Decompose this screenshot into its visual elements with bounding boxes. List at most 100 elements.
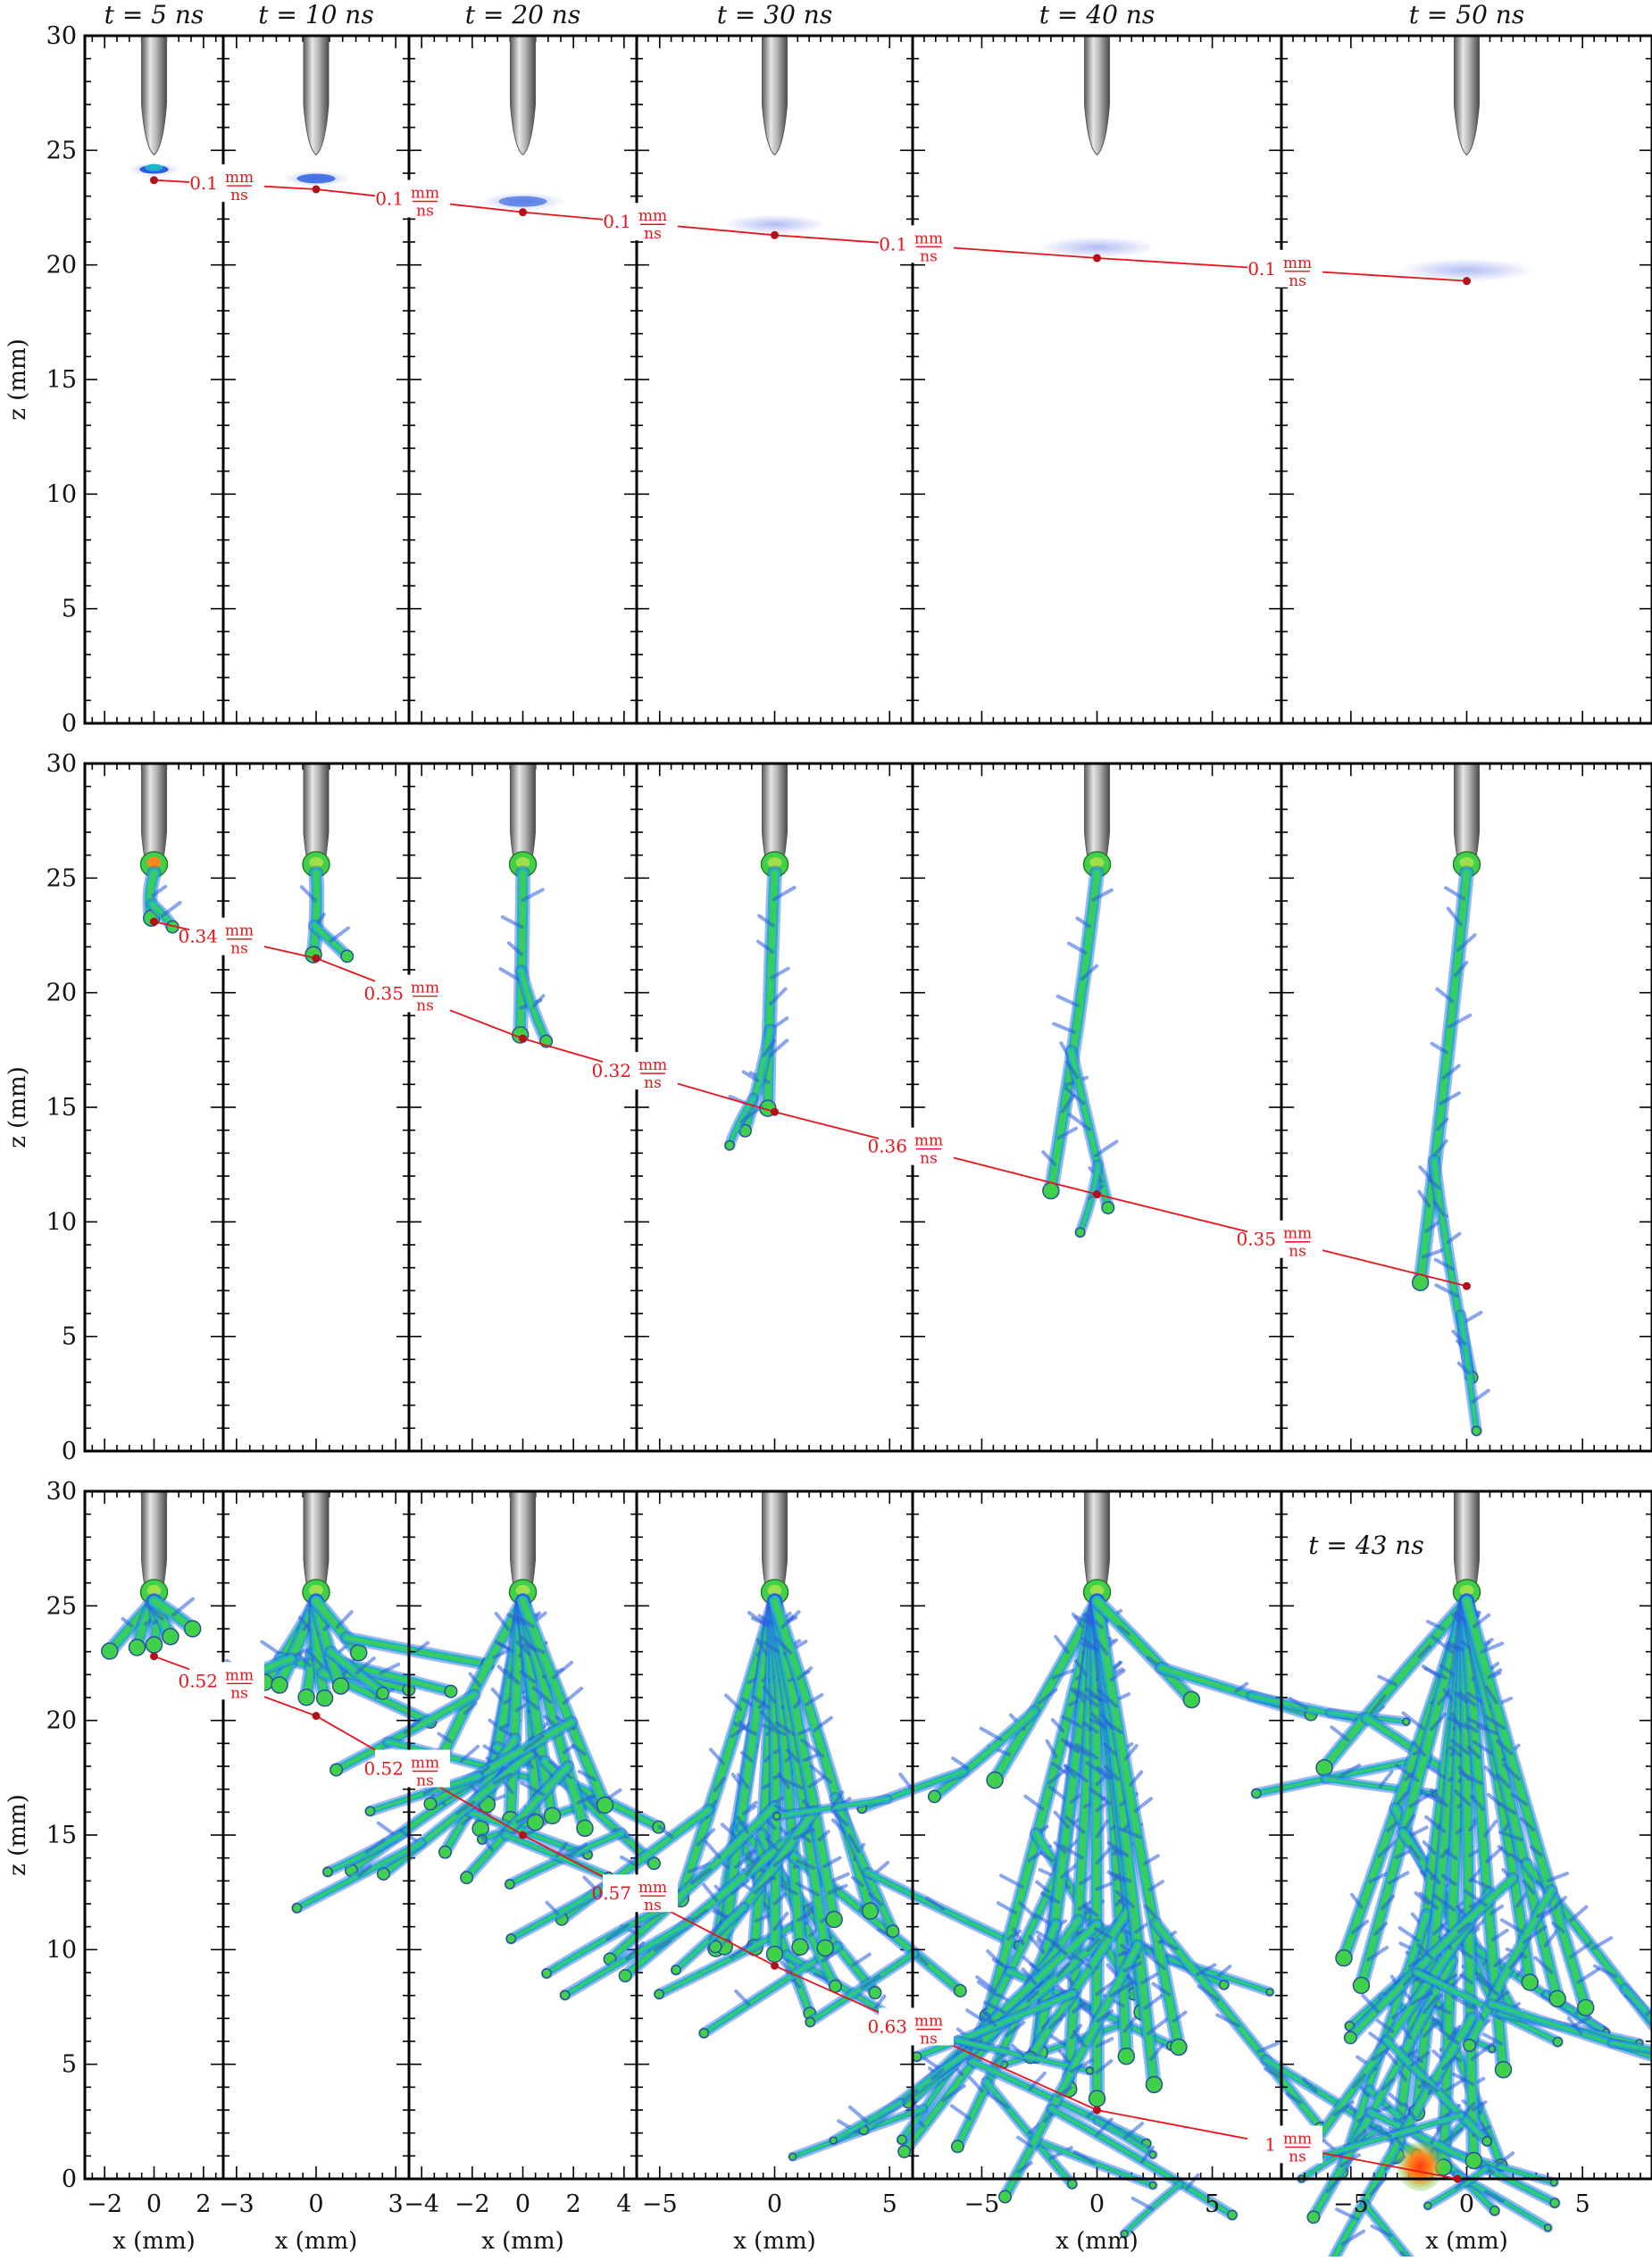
streamer-feather	[298, 1615, 315, 1635]
streamer-feather	[492, 1772, 513, 1785]
tip-glow	[1089, 856, 1105, 868]
streamer-feather	[1021, 1967, 1037, 1985]
discharge-cloud	[722, 214, 827, 235]
streamer-feather	[1377, 1839, 1398, 1858]
streamer-feather	[1482, 2032, 1504, 2046]
streamer-feather	[851, 1952, 872, 1967]
streamer-feather	[551, 1660, 574, 1680]
streamer-feather	[762, 1685, 777, 1704]
streamer-feather	[1301, 2077, 1318, 2093]
panel	[635, 762, 914, 1453]
streamer-feather	[519, 1781, 545, 1797]
y-tick-label: 30	[46, 22, 77, 50]
streamer-feather	[1069, 2058, 1094, 2073]
streamer-feather	[847, 2105, 869, 2123]
branch-tip	[986, 1771, 1004, 1790]
streamer-feather	[772, 1852, 791, 1868]
velocity-unit-den: ns	[920, 1150, 938, 1168]
panel: −5 0 5 x (mm)	[1250, 1489, 1652, 2261]
streamer-feather	[619, 1855, 638, 1866]
streamer-feather	[991, 1957, 1013, 1972]
streamer-feather	[983, 2010, 997, 2027]
streamer-feather	[1340, 2229, 1365, 2247]
branch-tip	[816, 1939, 834, 1957]
electrode-needle	[1084, 35, 1110, 156]
streamer-feather	[1085, 1760, 1111, 1781]
streamer-feather	[1442, 2127, 1464, 2144]
streamer-feather	[1480, 2122, 1493, 2141]
panel-title: t = 10 ns	[258, 0, 373, 29]
streamer-branch	[1028, 1905, 1133, 2060]
streamer-feather	[1110, 1872, 1132, 1883]
streamer-feather	[773, 1636, 793, 1655]
velocity-unit-num: mm	[914, 1132, 943, 1150]
streamer-branch	[932, 1709, 1037, 1799]
front-marker	[1093, 254, 1101, 263]
velocity-unit-den: ns	[416, 997, 434, 1015]
streamer-feather	[654, 1939, 672, 1953]
streamer-feather	[1048, 2013, 1066, 2030]
x-tick-label: 5	[1575, 2190, 1590, 2218]
velocity-unit-num: mm	[411, 184, 439, 202]
streamer-feather	[1496, 1739, 1514, 1756]
streamer-feather	[965, 2008, 987, 2023]
streamer-feather	[503, 1668, 521, 1685]
panel	[83, 762, 225, 1453]
streamer-feather	[1483, 1765, 1498, 1781]
x-axis-label: x (mm)	[113, 2228, 196, 2255]
streamer-feather	[1139, 2145, 1155, 2165]
streamer-feather	[1410, 1990, 1434, 2006]
streamer-feather	[657, 1824, 674, 1840]
velocity-unit-num: mm	[225, 169, 254, 187]
streamer-feather	[1339, 1763, 1361, 1778]
streamer-feather	[1103, 1765, 1121, 1781]
velocity-label-bg	[1247, 1220, 1322, 1258]
streamer-feather	[479, 1833, 494, 1852]
streamer-feather	[562, 1686, 584, 1706]
streamer-feather	[1441, 2057, 1455, 2071]
streamer-feather	[1533, 1956, 1554, 1974]
streamer-feather	[1439, 2028, 1460, 2045]
streamer-feather	[515, 1639, 532, 1657]
y-tick-label: 5	[62, 1323, 77, 1351]
streamer-feather	[1373, 1922, 1389, 1936]
streamer-feather	[1422, 2023, 1438, 2039]
streamer-feather	[121, 1616, 134, 1628]
streamer-feather	[1403, 2102, 1417, 2121]
streamer-feather	[772, 1892, 787, 1906]
streamer-feather	[1567, 2015, 1592, 2031]
branch-tip	[315, 1689, 334, 1707]
streamer-feather	[1055, 1962, 1071, 1978]
streamer-feather	[1073, 1688, 1087, 1704]
streamer-feather	[531, 1686, 553, 1704]
branch-tip	[1464, 2151, 1483, 2170]
ground-glow	[1397, 2141, 1444, 2191]
velocity-value: 0.57	[591, 1882, 631, 1904]
electrode-needle	[141, 35, 167, 156]
y-tick-label: 25	[46, 864, 77, 892]
branch-tip	[1344, 2021, 1356, 2032]
streamer-feather	[1072, 1954, 1093, 1970]
branch-tip	[953, 1983, 967, 1998]
branch-tip	[559, 1990, 571, 2001]
streamer-feather	[975, 1974, 997, 1993]
x-tick-label: 3	[388, 2190, 404, 2218]
streamer-feather	[1080, 964, 1099, 981]
streamer-feather	[1427, 1178, 1441, 1190]
front-marker	[519, 208, 527, 217]
y-tick-label: 0	[62, 710, 77, 738]
streamer-feather	[1144, 1904, 1157, 1918]
streamer-feather	[1053, 1840, 1067, 1855]
branch-tip	[825, 1910, 843, 1929]
streamer-feather	[1026, 1990, 1039, 2003]
streamer-feather	[1234, 1681, 1249, 1693]
streamer-feather	[757, 914, 775, 928]
branch-tip	[322, 1866, 333, 1878]
streamer-feather	[830, 1809, 849, 1827]
branch-tip	[128, 1639, 146, 1656]
branch-tip	[1548, 1990, 1566, 2008]
panel	[407, 762, 638, 1453]
